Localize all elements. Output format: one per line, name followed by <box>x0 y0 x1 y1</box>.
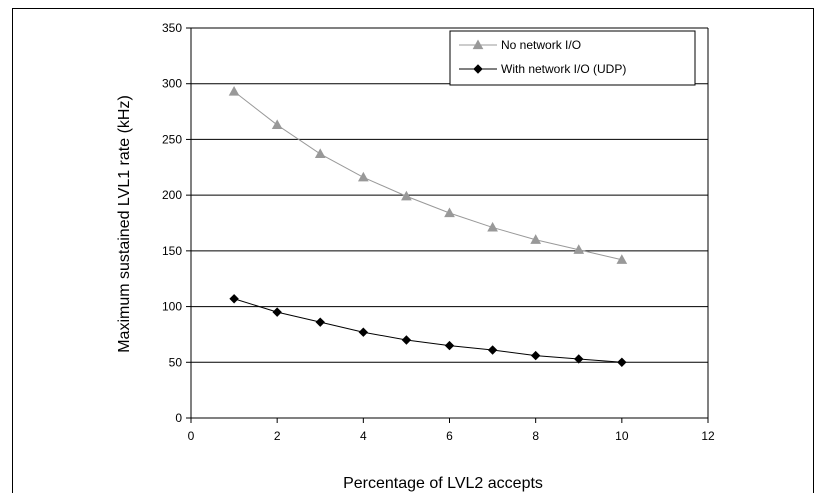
legend-box <box>449 30 696 86</box>
y-tick-label: 100 <box>162 300 182 314</box>
data-point <box>574 354 584 364</box>
series-with-network-io-udp <box>229 294 627 367</box>
figure-frame <box>12 8 814 493</box>
data-point <box>358 327 369 337</box>
legend-label: No network I/O <box>501 38 581 52</box>
legend-item: No network I/O <box>459 38 581 52</box>
data-point <box>530 350 541 361</box>
data-point <box>271 119 283 130</box>
triangle-marker-icon <box>472 39 484 50</box>
data-point <box>228 85 240 96</box>
x-tick-label: 10 <box>615 429 629 443</box>
x-tick-label: 0 <box>188 429 195 443</box>
y-tick-label: 50 <box>169 355 183 369</box>
y-tick-label: 250 <box>162 132 182 146</box>
gridlines <box>191 27 708 363</box>
x-tick-label: 8 <box>532 429 539 443</box>
data-point <box>616 254 628 264</box>
data-point <box>444 207 455 218</box>
x-axis-title: Percentage of LVL2 accepts <box>343 475 543 492</box>
diamond-marker-icon <box>473 64 483 74</box>
series-line <box>233 298 622 363</box>
series-no-network-io <box>228 85 628 264</box>
legend: No network I/O With network I/O (UDP) <box>449 30 696 86</box>
data-point <box>272 307 282 317</box>
data-point <box>573 244 585 254</box>
data-point <box>487 345 498 355</box>
data-point <box>487 221 498 232</box>
y-tick-label: 300 <box>162 77 182 91</box>
tick-labels: 0 50 100 150 200 250 300 350 0 2 4 6 8 10 12 <box>162 21 715 443</box>
data-point <box>617 357 627 367</box>
y-tick-label: 150 <box>162 244 182 258</box>
series <box>228 85 628 367</box>
data-point <box>357 171 369 182</box>
data-point <box>401 335 412 345</box>
y-tick-label: 200 <box>162 188 182 202</box>
x-tick-label: 12 <box>701 429 715 443</box>
data-point <box>314 148 326 159</box>
x-tick-label: 6 <box>446 429 453 443</box>
legend-item: With network I/O (UDP) <box>459 62 626 76</box>
data-point <box>401 190 412 201</box>
series-line <box>233 91 622 261</box>
x-tick-label: 2 <box>274 429 281 443</box>
y-tick-label: 350 <box>162 21 182 35</box>
data-point <box>530 234 542 244</box>
y-tick-label: 0 <box>175 411 182 425</box>
data-point <box>315 317 325 327</box>
data-point <box>229 294 239 304</box>
legend-label: With network I/O (UDP) <box>501 62 626 76</box>
data-point <box>444 340 455 351</box>
x-tick-label: 4 <box>360 429 367 443</box>
y-axis-title: Maximum sustained LVL1 rate (kHz) <box>116 95 133 353</box>
axes <box>186 27 709 423</box>
